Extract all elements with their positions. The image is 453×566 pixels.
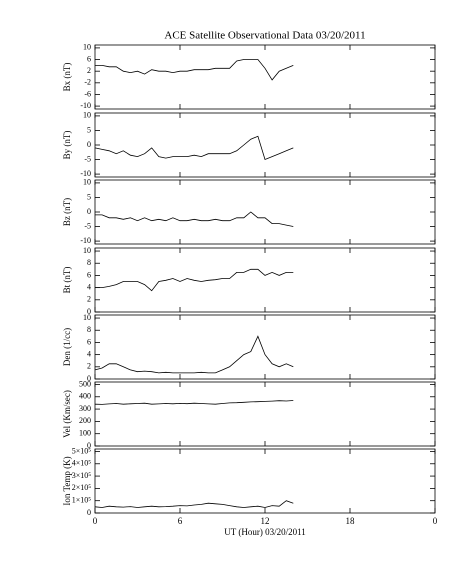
- y-tick-label: 4×10⁵: [72, 459, 92, 468]
- y-axis-label: Bx (nT): [62, 63, 72, 92]
- y-tick-label: 6: [87, 337, 91, 346]
- y-axis-label: Vel (Km/sec): [62, 390, 72, 438]
- y-tick-label: 5×10⁵: [72, 446, 92, 455]
- y-tick-label: 2: [87, 362, 91, 371]
- y-axis-label: Bt (nT): [62, 267, 72, 294]
- y-tick-label: 0: [87, 374, 91, 383]
- y-axis-label: Ion Temp (K): [62, 456, 72, 505]
- y-tick-label: -5: [84, 154, 91, 163]
- y-tick-label: 300: [79, 404, 91, 413]
- panel-frame: [94, 381, 436, 447]
- x-tick-label: 0: [433, 516, 438, 526]
- y-tick-label: -2: [84, 78, 91, 87]
- data-line: [94, 400, 294, 405]
- y-tick-label: 10: [83, 178, 91, 187]
- y-tick-label: 0: [87, 140, 91, 149]
- y-tick-label: -10: [80, 101, 91, 110]
- data-line: [95, 211, 294, 227]
- x-tick-label: 18: [346, 516, 356, 526]
- y-tick-label: 10: [83, 246, 91, 255]
- x-axis-label: UT (Hour) 03/20/2011: [224, 527, 306, 537]
- data-line: [94, 500, 294, 508]
- y-tick-label: 6: [87, 54, 91, 63]
- chart-title: ACE Satellite Observational Data 03/20/2…: [164, 30, 365, 42]
- y-tick-label: 200: [79, 416, 91, 425]
- y-tick-label: 8: [87, 258, 91, 267]
- panel-frame: [94, 314, 436, 380]
- y-axis-label: Den (1/cc): [62, 328, 72, 366]
- panel-frame: [94, 179, 436, 245]
- data-line: [95, 268, 294, 292]
- data-line: [94, 135, 294, 161]
- y-tick-label: 4: [87, 349, 91, 358]
- x-tick-label: 0: [93, 516, 98, 526]
- y-tick-label: 2: [87, 295, 91, 304]
- y-tick-label: 400: [79, 392, 91, 401]
- y-tick-label: 0: [87, 508, 91, 517]
- y-tick-label: 0: [87, 307, 91, 316]
- y-tick-label: 1×10⁵: [72, 496, 92, 505]
- x-tick-label: 6: [178, 516, 183, 526]
- panel-frame: [94, 44, 436, 110]
- y-tick-label: 3×10⁵: [72, 471, 92, 480]
- y-tick-label: 10: [83, 313, 91, 322]
- y-tick-label: 5: [87, 192, 91, 201]
- y-tick-label: 10: [83, 111, 91, 120]
- y-tick-label: -10: [80, 236, 91, 245]
- y-axis-label: By (nT): [62, 131, 72, 160]
- y-tick-label: 4: [87, 282, 91, 291]
- y-tick-label: 10: [83, 43, 91, 52]
- y-tick-label: 2: [87, 66, 91, 75]
- y-tick-label: 5: [87, 125, 91, 134]
- data-line: [94, 335, 294, 374]
- panel-frame: [94, 247, 436, 313]
- y-tick-label: 100: [79, 429, 91, 438]
- panel-frame: [94, 448, 436, 514]
- x-tick-label: 12: [261, 516, 270, 526]
- panel-frame: [94, 112, 436, 178]
- y-tick-label: 0: [87, 207, 91, 216]
- y-tick-label: 8: [87, 325, 91, 334]
- y-tick-label: -10: [80, 169, 91, 178]
- y-tick-label: -6: [84, 89, 91, 98]
- y-tick-label: 6: [87, 270, 91, 279]
- y-tick-label: -5: [84, 221, 91, 230]
- y-tick-label: 2×10⁵: [72, 483, 92, 492]
- y-tick-label: 500: [79, 379, 91, 388]
- y-tick-label: 0: [87, 441, 91, 450]
- y-axis-label: Bz (nT): [62, 198, 72, 226]
- data-line: [95, 59, 294, 81]
